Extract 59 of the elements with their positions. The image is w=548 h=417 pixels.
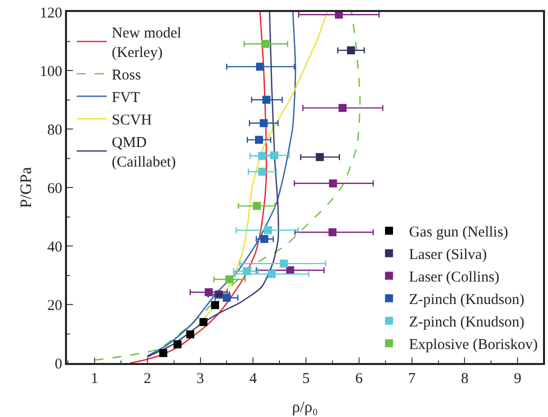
line-series xyxy=(196,12,328,326)
point xyxy=(186,330,194,338)
y-tick-label: 120 xyxy=(40,5,62,22)
point xyxy=(328,228,336,236)
point xyxy=(199,318,208,326)
legend-label: QMD (Caillabet) xyxy=(112,135,176,171)
x-tick-label: 2 xyxy=(144,370,152,387)
legend-label: FVT xyxy=(112,90,140,106)
x-tick-label: 8 xyxy=(460,370,468,387)
point xyxy=(268,270,276,278)
point xyxy=(347,46,356,54)
y-tick-label: 100 xyxy=(40,64,62,80)
legend-label: New model (Kerley) xyxy=(112,26,182,62)
legend-label: Z-pinch (Knudson) xyxy=(409,314,524,331)
x-tick-label: 6 xyxy=(355,370,364,387)
legend-label: Laser (Silva) xyxy=(409,247,487,264)
x-tick-label: 4 xyxy=(249,370,258,387)
x-tick-label: 9 xyxy=(514,370,522,387)
point xyxy=(256,62,264,71)
point xyxy=(225,275,234,284)
legend-label: Ross xyxy=(112,68,142,84)
point xyxy=(260,234,268,243)
point xyxy=(261,40,270,48)
y-tick-label: 20 xyxy=(47,298,62,314)
point xyxy=(252,202,261,210)
legend-label: SCVH xyxy=(112,112,152,129)
point xyxy=(204,288,213,296)
point xyxy=(174,340,182,348)
point xyxy=(258,168,266,176)
point xyxy=(222,294,231,302)
point xyxy=(211,301,220,310)
legend-label: Explosive (Boriskov) xyxy=(409,337,538,354)
point xyxy=(270,151,278,160)
point xyxy=(280,260,288,268)
legend-label: Z-pinch (Knudson) xyxy=(409,292,524,308)
point xyxy=(260,119,268,128)
point xyxy=(316,153,324,162)
y-tick-label: 60 xyxy=(47,180,62,197)
legend-label: Gas gun (Nellis) xyxy=(409,224,508,241)
point xyxy=(262,96,270,104)
x-axis-title: ρ/ρ₀ xyxy=(292,398,318,416)
point xyxy=(258,152,266,160)
y-tick-label: 40 xyxy=(47,239,62,256)
y-tick-label: 0 xyxy=(54,356,62,372)
x-tick-label: 5 xyxy=(302,370,310,387)
point xyxy=(242,267,251,276)
point xyxy=(254,136,263,144)
point xyxy=(338,104,347,112)
y-axis-title: P/GPa xyxy=(18,167,36,208)
x-tick-label: 1 xyxy=(90,370,98,387)
line-series xyxy=(94,12,361,361)
point xyxy=(159,349,168,358)
point xyxy=(264,226,272,234)
legend-label: Laser (Collins) xyxy=(409,270,500,286)
point xyxy=(329,179,338,188)
x-tick-label: 7 xyxy=(408,370,416,387)
point xyxy=(334,12,343,19)
x-tick-label: 3 xyxy=(196,370,204,387)
y-tick-label: 80 xyxy=(47,122,62,138)
